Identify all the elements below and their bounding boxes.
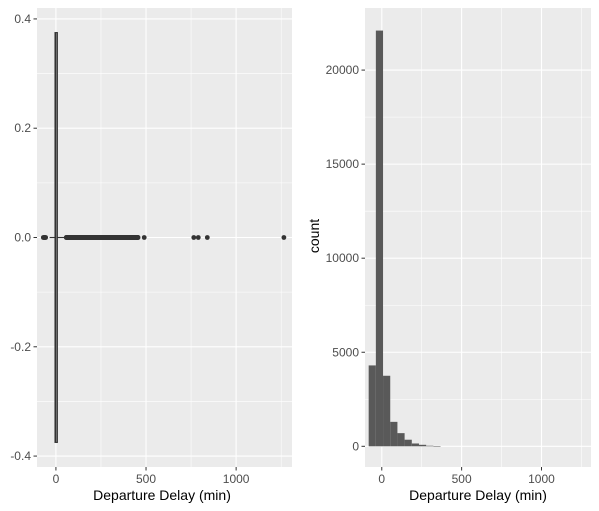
boxplot-x-axis-title: Departure Delay (min) <box>93 487 231 503</box>
histogram-y-tick-label: 0 <box>352 439 359 453</box>
histogram-y-axis-title: count <box>306 219 322 253</box>
boxplot-panel: 0 500 1000 -0.4 -0.2 0.0 0.2 0.4 <box>10 8 292 486</box>
histogram-x-tick-label: 0 <box>378 472 385 486</box>
histogram-bar <box>418 444 427 447</box>
boxplot-outlier-point <box>191 235 197 240</box>
boxplot-outlier-point <box>195 235 201 240</box>
boxplot-y-tick-label: -0.4 <box>10 449 31 463</box>
histogram-y-tick-label: 20000 <box>326 63 360 77</box>
histogram-bar <box>390 421 398 447</box>
histogram-bar <box>411 443 419 447</box>
boxplot-y-tick-label: 0.2 <box>14 121 31 135</box>
boxplot-outlier-point <box>281 235 287 240</box>
boxplot-y-tick-label: 0.0 <box>14 231 31 245</box>
histogram-bar <box>383 375 391 447</box>
boxplot-outlier-point <box>135 235 141 240</box>
histogram-bar <box>397 433 405 447</box>
boxplot-y-tick-label: -0.2 <box>10 340 31 354</box>
histogram-panel-bg <box>365 8 591 467</box>
histogram-bar <box>433 446 441 447</box>
histogram-x-axis-title: Departure Delay (min) <box>409 487 547 503</box>
histogram-y-tick-label: 15000 <box>326 157 360 171</box>
boxplot-outlier-point <box>63 235 69 240</box>
boxplot-outlier-point <box>43 235 49 240</box>
boxplot-y-tick-label: 0.4 <box>14 12 31 26</box>
histogram-bar <box>426 445 434 447</box>
boxplot-outlier-point <box>141 235 147 240</box>
histogram-x-tick-label: 500 <box>452 472 472 486</box>
histogram-bar <box>404 439 412 447</box>
boxplot-x-tick-label: 500 <box>136 472 156 486</box>
histogram-y-tick-label: 5000 <box>332 345 359 359</box>
boxplot-x-tick-label: 1000 <box>223 472 250 486</box>
boxplot-outlier-point <box>131 235 137 240</box>
boxplot-x-tick-label: 0 <box>53 472 60 486</box>
histogram-x-tick-label: 1000 <box>528 472 555 486</box>
histogram-bar <box>368 365 376 447</box>
boxplot-outlier-point <box>204 235 210 240</box>
histogram-bar <box>375 30 384 447</box>
histogram-y-tick-label: 10000 <box>326 251 360 265</box>
